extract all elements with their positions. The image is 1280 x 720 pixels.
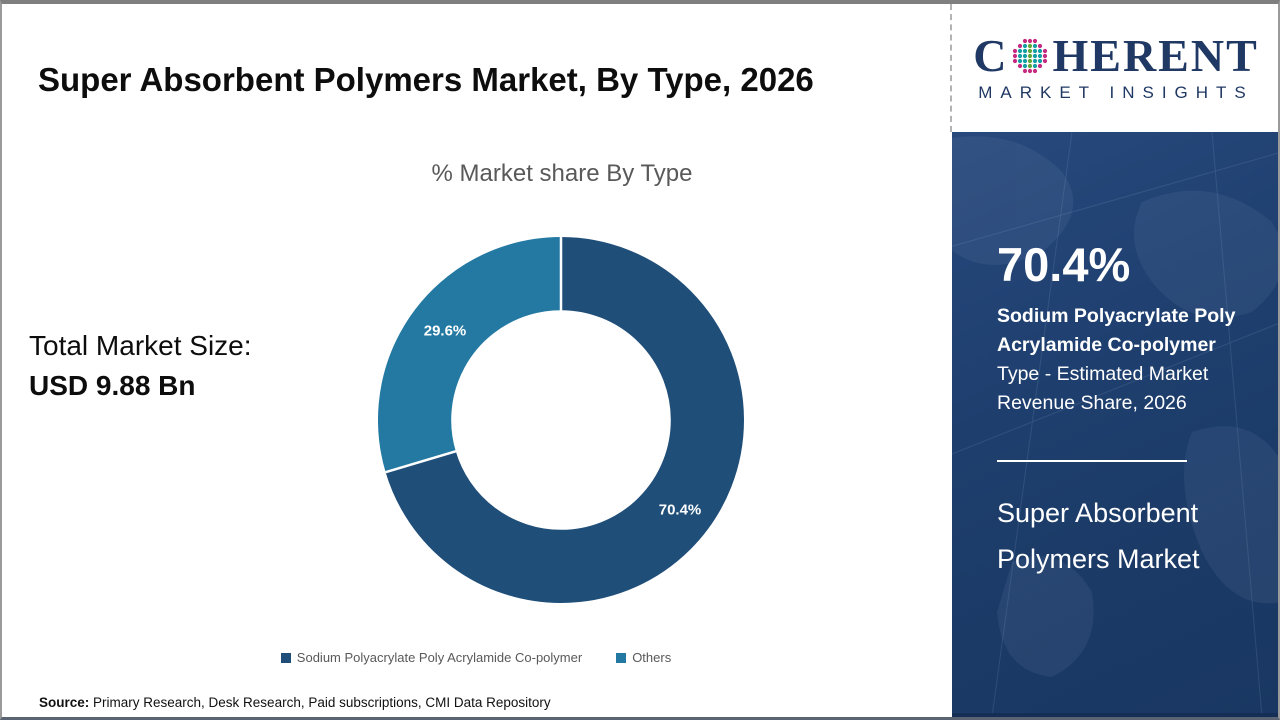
highlight-panel: 70.4% Sodium Polyacrylate Poly Acrylamid… [952, 132, 1278, 717]
chart-legend: Sodium Polyacrylate Poly Acrylamide Co-p… [2, 650, 950, 665]
legend-swatch-icon [616, 652, 627, 663]
legend-swatch-icon [280, 652, 291, 663]
legend-item-main: Sodium Polyacrylate Poly Acrylamide Co-p… [280, 650, 583, 665]
logo-wordmark: C HERENT [973, 33, 1259, 79]
sidebar-market-name: Super Absorbent Polymers Market [997, 498, 1200, 574]
logo-prefix: C [973, 30, 1009, 81]
world-map-background [952, 132, 1278, 713]
sidebar-stat-label-bold: Sodium Polyacrylate Poly Acrylamide Co-p… [997, 305, 1236, 356]
slice-label-main: 70.4% [658, 501, 702, 519]
logo-suffix: HERENT [1052, 30, 1259, 81]
total-market-label: Total Market Size: [29, 330, 252, 361]
logo-subtitle: MARKET INSIGHTS [978, 83, 1254, 102]
globe-icon [1013, 38, 1048, 74]
chart-title: % Market share By Type [431, 160, 693, 187]
source-text: Primary Research, Desk Research, Paid su… [89, 695, 551, 710]
donut-chart: 29.6% 70.4% [378, 237, 744, 603]
logo: C HERENT MARKET INSIGHTS [950, 4, 1278, 132]
donut-ring [378, 237, 744, 603]
legend-label: Sodium Polyacrylate Poly Acrylamide Co-p… [296, 650, 583, 665]
legend-label: Others [632, 650, 672, 665]
sidebar-divider [997, 460, 1187, 462]
slice-separator [385, 418, 562, 474]
total-market-size: Total Market Size: USD 9.88 Bn [29, 326, 252, 406]
source-note: Source: Primary Research, Desk Research,… [39, 695, 551, 710]
sidebar-stat-value: 70.4% [997, 238, 1131, 291]
slice-label-others: 29.6% [423, 322, 467, 340]
source-label: Source: [39, 695, 90, 710]
total-market-value: USD 9.88 Bn [29, 370, 196, 401]
page-title: Super Absorbent Polymers Market, By Type… [38, 61, 814, 99]
sidebar-stat-label-regular: Type - Estimated Market Revenue Share, 2… [997, 363, 1209, 414]
legend-item-others: Others [616, 650, 671, 665]
